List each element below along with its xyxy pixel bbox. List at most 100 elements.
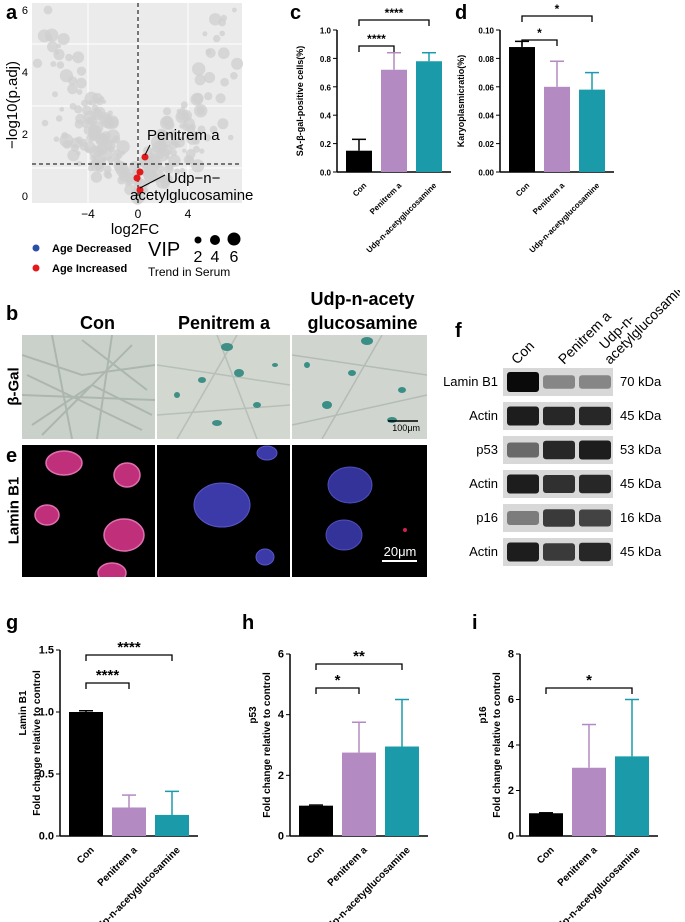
- volcano-point: [76, 160, 83, 167]
- wb-band: [543, 375, 575, 389]
- scale-bgal: 100μm: [392, 423, 420, 433]
- legend-vip-dot: [210, 235, 220, 245]
- volcano-point: [194, 104, 208, 118]
- volcano-point-udp: [136, 186, 144, 194]
- annotation-line-udp: [139, 174, 166, 189]
- volcano-point: [59, 106, 65, 112]
- volcano-point: [65, 53, 73, 62]
- y-tick-label: 0: [278, 831, 284, 843]
- panel-letter-c: c: [290, 2, 302, 24]
- volcano-point: [32, 58, 43, 68]
- micro-col-con: Con: [80, 313, 115, 333]
- y-axis-label-top: p53: [248, 706, 259, 724]
- significance-bracket: [315, 663, 403, 670]
- significance-bracket: [315, 687, 360, 694]
- wb-band: [543, 406, 575, 426]
- wb-band: [543, 475, 575, 493]
- volcano-point: [190, 93, 203, 106]
- legend-vip: VIP: [148, 239, 180, 261]
- volcano-point: [82, 105, 92, 116]
- wb-band: [507, 442, 539, 458]
- volcano-point: [220, 14, 227, 22]
- wb-row-kda: 45 kDa: [620, 544, 662, 559]
- micro-row-lamin: Lamin B1: [5, 476, 23, 545]
- significance-bracket: [521, 39, 558, 46]
- significance-label: ****: [117, 639, 141, 656]
- volcano-point: [179, 137, 185, 143]
- volcano-point: [75, 77, 87, 89]
- volcano-point: [74, 119, 84, 129]
- chart-c: 0.0 0.2 0.4 0.6 0.8 1.0 Con Penitrem aUdp-n-ace…: [295, 6, 451, 255]
- volcano-point: [218, 47, 230, 59]
- annotation-udp-2: acetylglucosamine: [130, 187, 253, 204]
- volcano-point: [192, 62, 206, 76]
- x-tick-label: Udp-n-acetyglucosamine: [365, 181, 439, 255]
- volcano-point: [97, 144, 108, 156]
- volcano-point: [231, 57, 244, 70]
- wb-band: [507, 406, 539, 426]
- micro-row-bgal-wrap: β-Gal: [4, 335, 23, 439]
- volcano-point: [179, 167, 186, 174]
- wb-band: [507, 474, 539, 494]
- volcano-point-red: [133, 174, 141, 182]
- volcano-point: [76, 66, 87, 76]
- wb-column-labels: Con Penitrem a Udp-n- acetylglucosamine: [508, 290, 680, 367]
- volcano-point: [83, 126, 93, 135]
- volcano-point: [144, 171, 155, 182]
- wb-row-label: p16: [476, 510, 498, 525]
- legend-vip-size: 4: [211, 249, 220, 266]
- volcano-point: [215, 93, 226, 104]
- bar: [346, 150, 372, 172]
- x-tick-label: Con: [305, 845, 327, 867]
- legend-decreased-dot: [32, 244, 40, 252]
- y-axis-label: Fold change relative to control: [492, 672, 503, 818]
- volcano-xlabel: log2FC: [111, 221, 160, 238]
- micro-col-udp-1: Udp-n-acety: [310, 289, 415, 309]
- wb-band: [579, 509, 611, 527]
- volcano-point: [79, 138, 88, 147]
- volcano-point: [117, 176, 126, 185]
- micro-row-lamin-wrap: Lamin B1: [4, 445, 23, 577]
- volcano-point: [53, 136, 60, 142]
- volcano-ytick: 4: [22, 67, 28, 79]
- wb-row-label: Actin: [469, 408, 498, 423]
- volcano-point: [59, 133, 74, 148]
- wb-blot: [503, 470, 613, 498]
- volcano-point: [95, 163, 105, 173]
- legend-vip-size: 2: [194, 249, 203, 266]
- y-tick-label: 0.2: [320, 140, 332, 149]
- annotation-line-penitrem: [144, 144, 151, 156]
- y-tick-label: 8: [508, 649, 514, 661]
- volcano-point: [56, 43, 62, 49]
- volcano-point: [105, 171, 113, 180]
- wb-row-kda: 45 kDa: [620, 476, 662, 491]
- volcano-point: [175, 109, 190, 124]
- bar: [342, 752, 376, 836]
- volcano-xtick: 4: [185, 207, 192, 221]
- volcano-points: [32, 5, 244, 205]
- volcano-point: [72, 51, 85, 64]
- y-tick-label: 0.8: [320, 55, 332, 64]
- volcano-point: [186, 125, 196, 134]
- bar: [579, 89, 605, 172]
- wb-band: [543, 509, 575, 527]
- y-tick-label: 1.5: [39, 645, 54, 657]
- volcano-point: [50, 61, 57, 67]
- wb-blot: [503, 368, 613, 396]
- wb-row-kda: 53 kDa: [620, 442, 662, 457]
- y-tick-label: 4: [508, 740, 515, 752]
- y-tick-label: 1.0: [320, 27, 332, 36]
- volcano-point: [209, 13, 222, 26]
- x-tick-label: Penitrem a: [96, 845, 140, 889]
- x-tick-label: Penitrem a: [556, 845, 600, 889]
- volcano-point: [232, 7, 237, 13]
- significance-label: ****: [385, 6, 404, 20]
- volcano-point: [230, 72, 238, 80]
- volcano-point: [107, 156, 115, 164]
- significance-label: **: [353, 648, 365, 665]
- y-tick-label: 0: [508, 831, 514, 843]
- significance-label: *: [586, 672, 592, 689]
- volcano-point: [81, 99, 89, 107]
- x-tick-label: Con: [351, 181, 368, 198]
- wb-band: [507, 372, 539, 392]
